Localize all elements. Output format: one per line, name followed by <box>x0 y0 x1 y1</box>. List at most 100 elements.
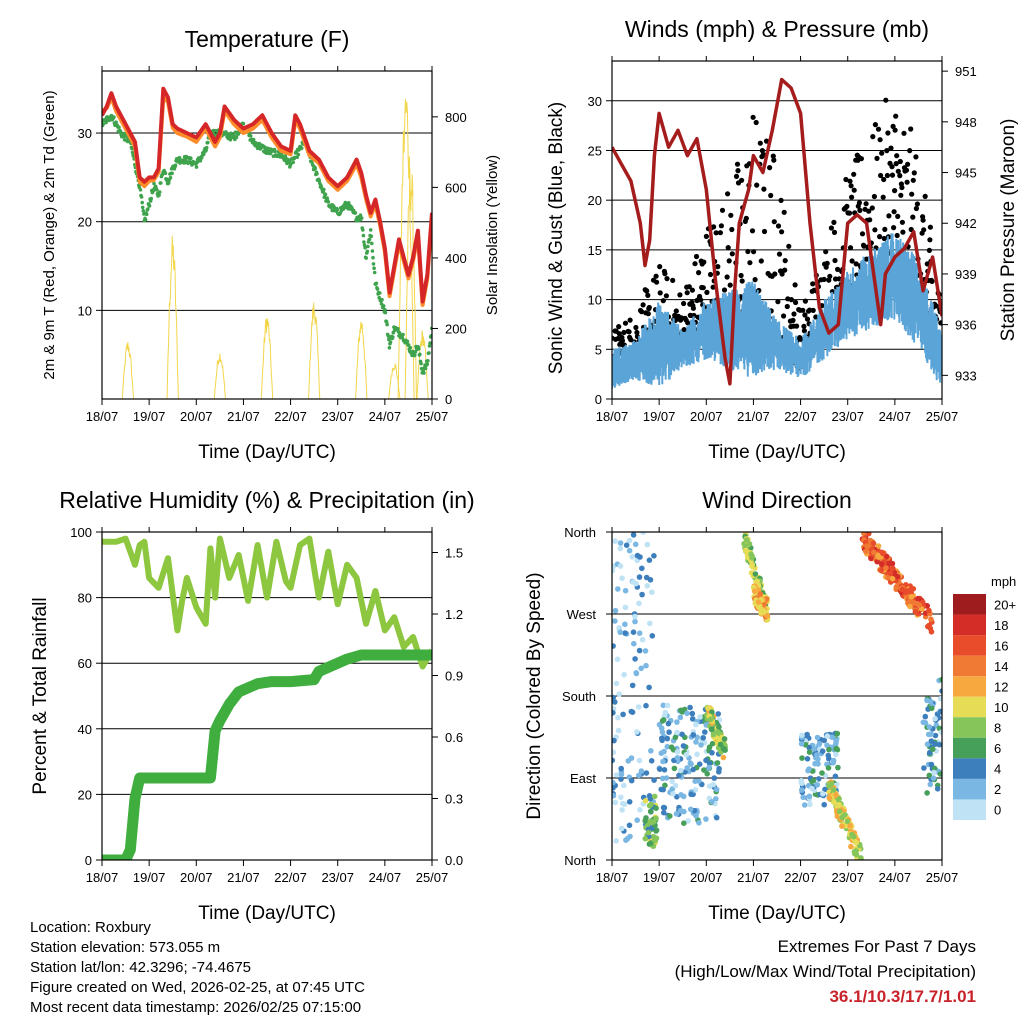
y-tick-label: North <box>564 853 596 868</box>
chart-title: Relative Humidity (%) & Precipitation (i… <box>59 487 474 513</box>
gust-point <box>801 328 808 334</box>
direction-point <box>875 543 882 549</box>
direction-point <box>676 772 682 779</box>
solar-insolation-line <box>121 342 135 399</box>
gust-point <box>768 192 774 199</box>
gust-point <box>757 140 763 146</box>
direction-point <box>939 688 942 694</box>
direction-point <box>629 682 636 689</box>
dewpoint-point <box>323 192 328 197</box>
direction-point <box>683 751 690 758</box>
direction-point <box>632 613 638 620</box>
colorbar-label: 4 <box>994 762 1001 777</box>
x-tick-label: 24/07 <box>879 870 912 885</box>
dewpoint-point <box>372 266 376 271</box>
x-axis-label: Time (Day/UTC) <box>198 903 336 924</box>
solar-insolation-line <box>213 353 226 399</box>
direction-point <box>674 729 680 736</box>
direction-point <box>916 602 923 608</box>
gust-point <box>739 278 745 284</box>
gust-point <box>905 161 911 167</box>
direction-point <box>705 705 711 711</box>
direction-point <box>664 735 671 742</box>
gust-point <box>810 307 816 313</box>
direction-point <box>696 820 702 826</box>
direction-point <box>857 863 863 869</box>
direction-point <box>638 768 645 774</box>
direction-point <box>639 591 645 598</box>
station-info: Location: Roxbury Station elevation: 573… <box>30 918 365 1018</box>
gust-point <box>733 173 740 179</box>
direction-point <box>636 600 642 607</box>
gust-point <box>719 207 726 213</box>
dewpoint-point <box>366 244 370 249</box>
y-axis-label: Direction (Colored By Speed) <box>524 572 545 819</box>
gust-point <box>673 308 679 314</box>
gust-point <box>802 298 809 304</box>
y-tick-label: 30 <box>588 94 602 109</box>
gust-point <box>903 167 910 173</box>
direction-point <box>632 656 638 662</box>
chart-panel-1: 18/07 19/07 20/07 21/07 22/07 23/07 24/07 25/07… <box>41 26 501 463</box>
gust-point <box>897 158 903 165</box>
direction-point <box>833 739 839 745</box>
gust-point <box>872 227 878 233</box>
direction-point <box>689 710 696 717</box>
dewpoint-point <box>147 204 152 208</box>
y-axis-label: Percent & Total Rainfall <box>30 597 51 794</box>
direction-point <box>623 542 630 548</box>
colorbar-swatch <box>953 635 986 656</box>
direction-point <box>716 730 722 736</box>
chart-panel-4: 18/07 19/07 20/07 21/07 22/07 23/07 24/07 25/07… <box>524 487 1016 924</box>
gust-point <box>828 225 835 231</box>
direction-point <box>878 567 884 573</box>
direction-point <box>761 601 767 608</box>
direction-point <box>824 733 831 739</box>
direction-point <box>746 541 753 547</box>
direction-point <box>938 708 942 715</box>
gust-point <box>899 219 906 225</box>
direction-point <box>931 765 938 772</box>
direction-point <box>826 746 832 753</box>
solar-insolation-line <box>355 321 368 399</box>
gust-point <box>781 313 787 319</box>
extremes-values: 36.1/10.3/17.7/1.01 <box>829 987 976 1006</box>
direction-point <box>836 808 843 815</box>
direction-point <box>644 583 651 589</box>
direction-point <box>626 822 633 829</box>
gust-point <box>897 173 903 179</box>
gust-point <box>670 277 676 283</box>
sonic-wind-band <box>612 233 942 389</box>
dewpoint-point <box>152 181 156 186</box>
dewpoint-point <box>163 171 168 175</box>
gust-point <box>898 192 904 198</box>
y2-tick-label: 1.2 <box>445 607 463 622</box>
gust-point <box>885 130 891 136</box>
direction-point <box>938 729 942 735</box>
direction-point <box>926 772 933 779</box>
dewpoint-point <box>167 180 171 185</box>
gust-point <box>644 288 650 294</box>
colorbar-label: 16 <box>994 638 1008 653</box>
gust-point <box>759 148 766 154</box>
direction-point <box>658 786 664 793</box>
direction-point <box>630 532 637 538</box>
direction-point <box>861 532 867 537</box>
direction-point <box>698 742 704 748</box>
y2-tick-label: 0 <box>445 392 452 407</box>
gust-point <box>851 171 857 177</box>
direction-point <box>757 591 763 597</box>
x-tick-label: 18/07 <box>86 409 119 424</box>
x-tick-label: 20/07 <box>690 870 723 885</box>
direction-point <box>874 558 880 565</box>
direction-point <box>630 629 637 635</box>
latlon-text: Station lat/lon: 42.3296; -74.4675 <box>30 959 252 976</box>
elevation-text: Station elevation: 573.055 m <box>30 939 221 956</box>
direction-point <box>870 540 877 547</box>
gust-point <box>726 258 732 264</box>
direction-point <box>617 545 624 552</box>
direction-point <box>634 729 640 735</box>
dewpoint-point <box>139 195 144 199</box>
direction-point <box>706 783 713 789</box>
direction-point <box>744 537 750 543</box>
